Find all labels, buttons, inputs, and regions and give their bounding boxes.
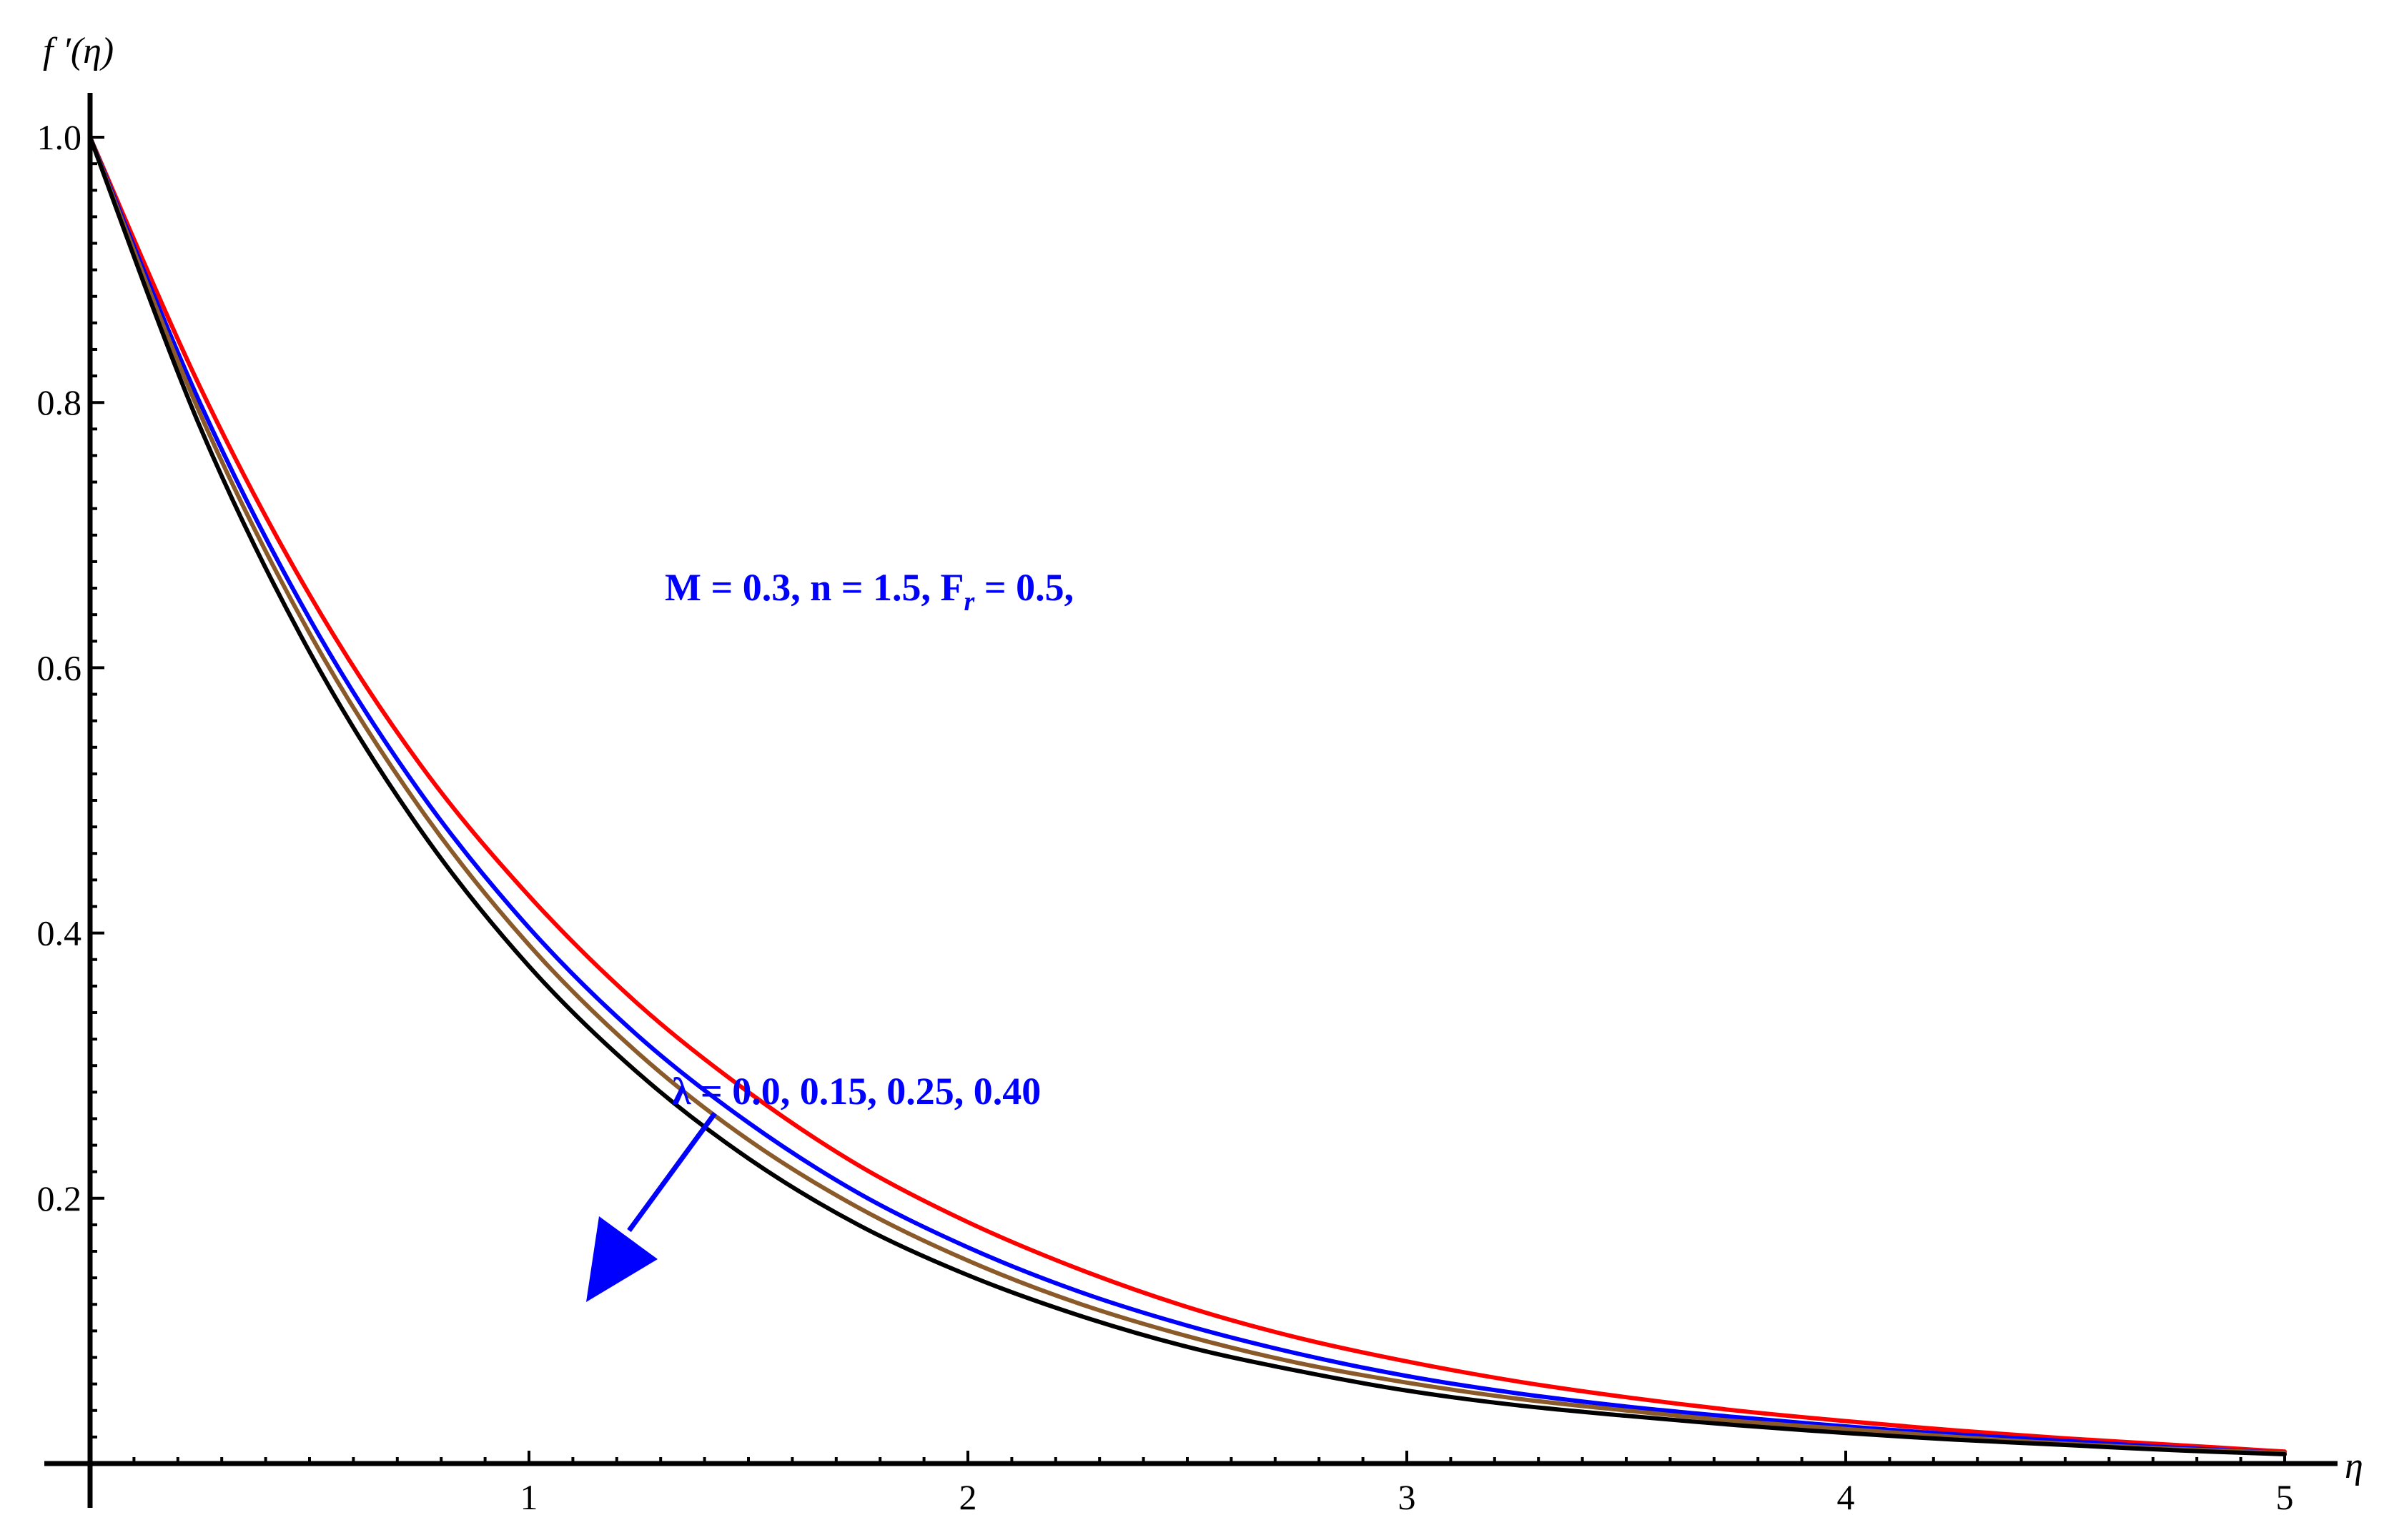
y-tick-label: 0.2 xyxy=(37,1178,82,1218)
y-tick-label: 1.0 xyxy=(37,117,82,157)
parameter-annotation-main: M = 0.3, n = 1.5, F xyxy=(665,566,964,609)
x-tick-labels: 1 2 3 4 5 xyxy=(520,1477,2294,1517)
x-tick-label: 2 xyxy=(959,1477,977,1517)
parameter-annotation-subscript: r xyxy=(964,587,976,617)
x-tick-label: 4 xyxy=(1837,1477,1855,1517)
series-line-2 xyxy=(88,135,2287,1456)
x-tick-label: 1 xyxy=(520,1477,538,1517)
x-tick-label: 5 xyxy=(2276,1477,2294,1517)
y-tick-labels: 0.2 0.4 0.6 0.8 1.0 xyxy=(37,117,82,1218)
series-line-4 xyxy=(88,135,2287,1456)
series-line-1 xyxy=(88,135,2287,1454)
series-group xyxy=(88,135,2287,1456)
y-tick-label: 0.6 xyxy=(37,647,82,687)
y-tick-label: 0.4 xyxy=(37,913,82,953)
y-tick-label: 0.8 xyxy=(37,382,82,422)
arrow-head xyxy=(586,1216,658,1302)
x-tick-label: 3 xyxy=(1398,1477,1416,1517)
lambda-annotation: λ = 0.0, 0.15, 0.25, 0.40 xyxy=(672,1070,1041,1113)
y-axis-title: f ′(η) xyxy=(43,31,114,71)
x-axis-title: η xyxy=(2345,1446,2363,1486)
arrow-shaft xyxy=(627,1111,717,1233)
major-ticks xyxy=(90,136,2286,1464)
parameter-annotation: M = 0.3, n = 1.5, Fr = 0.5, xyxy=(665,566,1074,617)
parameter-annotation-suffix: = 0.5, xyxy=(974,566,1074,609)
series-line-3 xyxy=(88,135,2287,1456)
minor-ticks xyxy=(90,162,2242,1464)
